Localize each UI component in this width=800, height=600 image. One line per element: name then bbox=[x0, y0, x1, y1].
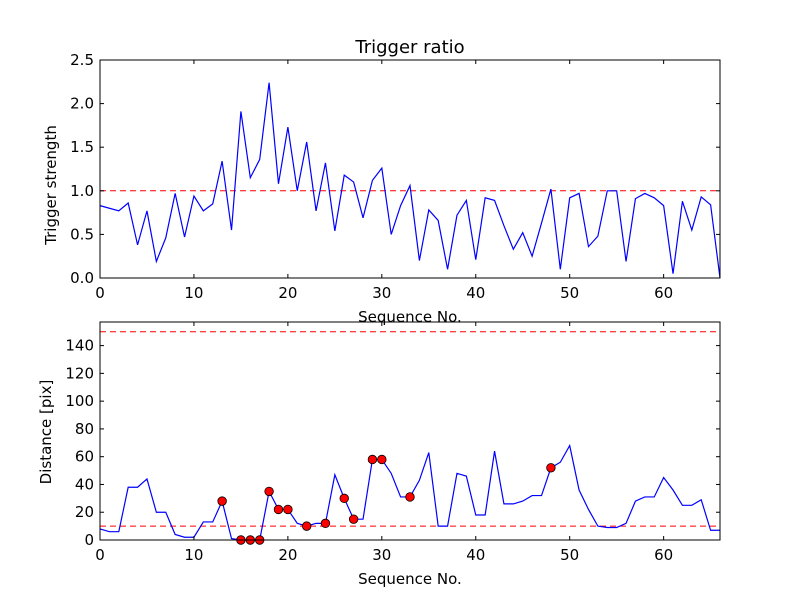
distance-x-tick-label-4: 40 bbox=[466, 546, 485, 564]
distance-y-ticks: 0 20 40 60 80 100 120 140 bbox=[65, 337, 720, 549]
distance-y-tick-label-0: 0 bbox=[84, 531, 94, 549]
trigger-ratio-x-ticks: 0 10 20 30 40 50 60 bbox=[95, 60, 673, 302]
trigger-ratio-x-tick-label-1: 10 bbox=[184, 284, 203, 302]
distance-highlight-point-6 bbox=[283, 504, 293, 515]
distance-x-tick-label-1: 10 bbox=[184, 546, 203, 564]
distance-plot: Sequence No. Distance [pix] 0 10 20 30 40 50 6… bbox=[37, 321, 721, 588]
trigger-ratio-y-tick-label-1: 0.5 bbox=[70, 225, 94, 243]
distance-y-tick-label-7: 140 bbox=[65, 337, 94, 355]
distance-highlight-point-5 bbox=[273, 504, 284, 515]
distance-x-axis-label: Sequence No. bbox=[358, 570, 462, 588]
distance-highlight-point-4 bbox=[264, 486, 274, 497]
distance-x-tick-label-0: 0 bbox=[95, 546, 105, 564]
distance-x-tick-label-2: 20 bbox=[278, 546, 297, 564]
distance-highlight-point-9 bbox=[339, 493, 349, 504]
trigger-ratio-y-tick-label-3: 1.5 bbox=[70, 138, 94, 156]
trigger-ratio-x-tick-label-0: 0 bbox=[95, 284, 105, 302]
trigger-ratio-series bbox=[99, 82, 721, 279]
distance-y-tick-label-2: 40 bbox=[75, 475, 94, 493]
trigger-ratio-y-tick-label-4: 2.0 bbox=[70, 95, 94, 113]
distance-highlight-points bbox=[217, 454, 556, 545]
distance-y-tick-label-4: 80 bbox=[75, 420, 94, 438]
trigger-ratio-x-tick-label-3: 30 bbox=[372, 284, 391, 302]
distance-x-tick-label-6: 60 bbox=[654, 546, 673, 564]
distance-axes-frame bbox=[99, 321, 721, 541]
trigger-ratio-plot: Trigger ratio Sequence No. Trigger stren… bbox=[42, 37, 721, 326]
trigger-ratio-title: Trigger ratio bbox=[354, 37, 464, 58]
distance-y-tick-label-3: 60 bbox=[75, 448, 94, 466]
distance-highlight-point-0 bbox=[217, 496, 227, 506]
distance-x-tick-label-3: 30 bbox=[372, 546, 391, 564]
distance-highlight-point-10 bbox=[348, 514, 359, 524]
distance-y-axis-label: Distance [pix] bbox=[37, 380, 55, 485]
trigger-ratio-y-tick-label-2: 1.0 bbox=[70, 182, 94, 200]
distance-highlight-point-13 bbox=[405, 492, 415, 502]
trigger-ratio-x-tick-label-2: 20 bbox=[278, 284, 297, 302]
distance-highlight-point-7 bbox=[301, 521, 312, 531]
distance-x-ticks: 0 10 20 30 40 50 60 bbox=[95, 322, 673, 564]
distance-y-tick-label-1: 20 bbox=[75, 503, 94, 521]
trigger-ratio-series-line-0 bbox=[99, 82, 721, 279]
distance-highlight-point-11 bbox=[367, 454, 378, 465]
trigger-ratio-x-tick-label-5: 50 bbox=[560, 284, 579, 302]
distance-highlight-point-14 bbox=[546, 463, 556, 473]
trigger-ratio-x-axis-label: Sequence No. bbox=[358, 308, 462, 326]
distance-highlight-point-12 bbox=[377, 454, 387, 465]
distance-reference-lines bbox=[100, 331, 720, 527]
distance-x-tick-label-5: 50 bbox=[560, 546, 579, 564]
trigger-ratio-x-tick-label-4: 40 bbox=[466, 284, 485, 302]
distance-y-tick-label-5: 100 bbox=[65, 392, 94, 410]
trigger-ratio-y-ticks: 0.0 0.5 1.0 1.5 2.0 2.5 bbox=[70, 51, 720, 287]
trigger-ratio-axes-frame bbox=[99, 59, 721, 279]
distance-highlight-point-8 bbox=[320, 518, 331, 529]
trigger-ratio-y-axis-label: Trigger strength bbox=[42, 125, 60, 246]
trigger-ratio-y-tick-label-5: 2.5 bbox=[70, 51, 94, 69]
trigger-ratio-x-tick-label-6: 60 bbox=[654, 284, 673, 302]
distance-y-tick-label-6: 120 bbox=[65, 364, 94, 382]
trigger-ratio-y-tick-label-0: 0.0 bbox=[70, 269, 94, 287]
